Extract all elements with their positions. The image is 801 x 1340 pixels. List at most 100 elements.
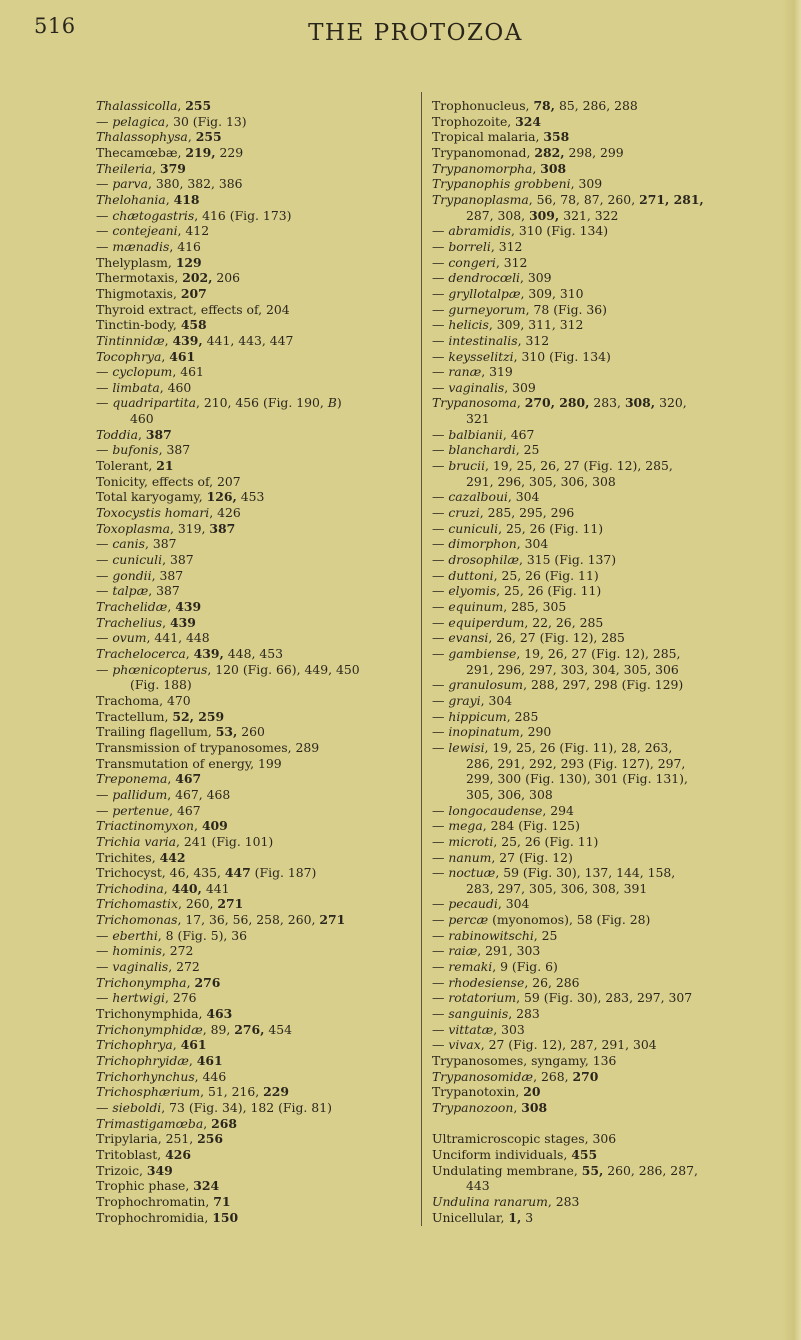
entry-continuation-line: 291, 296, 305, 306, 308 — [432, 474, 704, 490]
index-entry: — parva, 380, 382, 386 — [96, 176, 360, 192]
index-entry: — raiæ, 291, 303 — [432, 943, 704, 959]
entry-line: — pelagica, 30 (Fig. 13) — [96, 114, 360, 130]
italic-term: Trypanoplasma — [432, 191, 529, 207]
principal-page-ref: 255 — [195, 129, 222, 145]
entry-text: , 260, — [177, 896, 218, 912]
index-entry: Trichosphærium, 51, 216, 229 — [96, 1084, 360, 1100]
entry-text: , 27 (Fig. 12), 287, 291, 304 — [480, 1037, 657, 1053]
italic-term: Trypanosomidæ — [432, 1068, 534, 1084]
principal-page-ref: 409 — [201, 818, 228, 834]
entry-text: Tripylaria, 251, — [96, 1131, 198, 1147]
entry-line: — cruzi, 285, 295, 296 — [432, 505, 704, 521]
index-entry: — cyclopum, 461 — [96, 364, 360, 380]
entry-line: — canis, 387 — [96, 536, 360, 552]
entry-text: — — [96, 583, 113, 599]
entry-line: — helicis, 309, 311, 312 — [432, 317, 704, 333]
entry-line: Trophochromatin, 71 — [96, 1194, 360, 1210]
entry-text: 260 — [237, 724, 265, 740]
entry-text: Unicellular, — [432, 1209, 509, 1225]
entry-text: , — [188, 1053, 197, 1069]
entry-text: — — [96, 802, 113, 818]
index-entry: Triactinomyxon, 409 — [96, 818, 360, 834]
entry-line: Thalassophysa, 255 — [96, 129, 360, 145]
index-entry: — rabinowitschi, 25 — [432, 928, 704, 944]
index-section: Thalassicolla, 255— pelagica, 30 (Fig. 1… — [96, 98, 360, 1225]
entry-text: , 285, 305 — [503, 599, 567, 614]
entry-text: — — [432, 865, 449, 881]
entry-text: Tractellum, — [96, 708, 173, 724]
entry-text: — — [432, 692, 449, 708]
entry-text: , 78 (Fig. 36) — [525, 301, 607, 317]
entry-line: — hominis, 272 — [96, 943, 360, 959]
entry-text: , 312 — [490, 238, 523, 254]
entry-text: (Fig. 188) — [130, 677, 192, 693]
entry-line: Thigmotaxis, 207 — [96, 286, 360, 302]
running-title: THE PROTOZOA — [308, 20, 523, 46]
italic-term: Trypanophis grobbeni — [432, 176, 571, 192]
italic-term: Trichodina — [96, 880, 164, 896]
index-entry: — duttoni, 25, 26 (Fig. 11) — [432, 568, 704, 584]
italic-term: Tintinnidæ — [96, 332, 165, 348]
entry-line: Trailing flagellum, 53, 260 — [96, 724, 360, 740]
entry-text: , — [532, 160, 541, 176]
entry-line: — quadripartita, 210, 456 (Fig. 190, B) — [96, 395, 360, 411]
index-entry: Trachelius, 439 — [96, 615, 360, 631]
principal-page-ref: 461 — [196, 1053, 223, 1069]
entry-line: — evansi, 26, 27 (Fig. 12), 285 — [432, 630, 704, 646]
principal-page-ref: 387 — [209, 520, 236, 536]
entry-text: , 8 (Fig. 5), 36 — [157, 927, 248, 943]
italic-term: noctuæ — [448, 865, 496, 881]
entry-line: Trichonymphida, 463 — [96, 1006, 360, 1022]
entry-line: — elyomis, 25, 26 (Fig. 11) — [432, 583, 704, 599]
index-entry: — blanchardi, 25 — [432, 442, 704, 458]
index-entry: — gurneyorum, 78 (Fig. 36) — [432, 302, 704, 318]
entry-line: Trichomastix, 260, 271 — [96, 896, 360, 912]
italic-term: hertwigi — [112, 990, 166, 1006]
italic-term: gambiense — [448, 645, 517, 661]
entry-text: , 59 (Fig. 30), 137, 144, 158, — [495, 865, 676, 881]
entry-text: , 120 (Fig. 66), 449, 450 — [207, 661, 360, 677]
italic-term: microti — [448, 833, 494, 849]
index-entry: — abramidis, 310 (Fig. 134) — [432, 223, 704, 239]
index-entry: — cruzi, 285, 295, 296 — [432, 505, 704, 521]
entry-line: Tolerant, 21 — [96, 458, 360, 474]
entry-text: , — [137, 426, 146, 442]
index-entry: — inopinatum, 290 — [432, 724, 704, 740]
index-entry: Trichia varia, 241 (Fig. 101) — [96, 834, 360, 850]
entry-line: Trimastigamœba, 268 — [96, 1116, 360, 1132]
italic-term: duttoni — [448, 567, 494, 583]
entry-text: , 426 — [209, 505, 241, 521]
entry-text: , — [162, 614, 170, 630]
entry-text: , 309 — [570, 176, 603, 192]
italic-term: Trichosphærium — [96, 1084, 201, 1100]
principal-page-ref: 461 — [180, 1037, 207, 1053]
entry-text: , 25, 26 (Fig. 11) — [493, 567, 599, 583]
entry-line: Trypanomonad, 282, 298, 299 — [432, 145, 704, 161]
index-entry: — dendrocœli, 309 — [432, 270, 704, 286]
entry-text: , 272 — [161, 943, 194, 959]
index-entry: Toxoplasma, 319, 387 — [96, 521, 360, 537]
entry-text: — — [96, 536, 113, 552]
index-entry: Thalassophysa, 255 — [96, 129, 360, 145]
italic-term: eberthi — [112, 927, 158, 943]
entry-line: Tritoblast, 426 — [96, 1147, 360, 1163]
index-entry: — vaginalis, 272 — [96, 959, 360, 975]
entry-line: Trichonympha, 276 — [96, 975, 360, 991]
entry-line: — lewisi, 19, 25, 26 (Fig. 11), 28, 263, — [432, 740, 704, 756]
entry-text: , — [165, 191, 174, 207]
entry-text: — — [432, 724, 449, 740]
principal-page-ref: 229 — [263, 1084, 289, 1100]
principal-page-ref: 78, — [533, 98, 555, 113]
italic-term: sieboldi — [112, 1100, 162, 1115]
entry-text: , 304 — [480, 692, 513, 708]
entry-line: — limbata, 460 — [96, 380, 360, 396]
entry-line: Trypanosoma, 270, 280, 283, 308, 320, — [432, 395, 704, 411]
italic-term: granulosum — [448, 677, 524, 693]
entry-text: 298, 299 — [564, 144, 624, 160]
entry-text: , 416 — [169, 238, 201, 254]
principal-page-ref: 309, — [529, 207, 560, 223]
index-entry: Trypanosoma, 270, 280, 283, 308, 320, 321 — [432, 395, 704, 426]
entry-text: , 312 — [495, 254, 528, 270]
index-entry: — pallidum, 467, 468 — [96, 787, 360, 803]
entry-text: , 283 — [547, 1193, 580, 1209]
